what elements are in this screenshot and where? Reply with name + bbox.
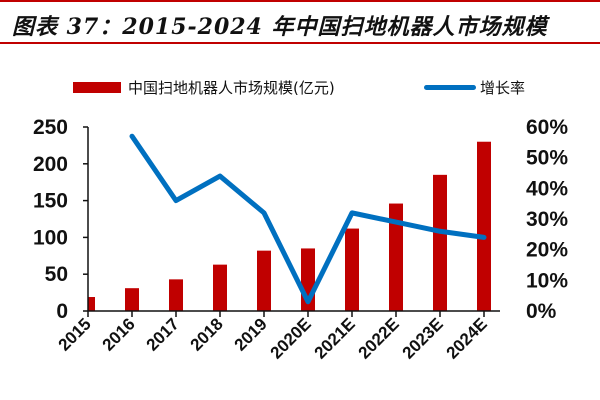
- legend-bar-label: 中国扫地机器人市场规模(亿元): [128, 79, 335, 97]
- bar: [389, 203, 403, 311]
- legend: 中国扫地机器人市场规模(亿元) 增长率: [0, 74, 600, 100]
- legend-line-swatch: [424, 85, 476, 90]
- left-tick-label: 0: [56, 300, 68, 323]
- left-tick-label: 250: [33, 116, 68, 139]
- right-tick-label: 20%: [526, 239, 568, 262]
- right-tick-label: 0%: [526, 300, 557, 323]
- bar: [345, 228, 359, 311]
- bar: [477, 141, 491, 311]
- left-tick-label: 50: [45, 263, 68, 286]
- x-tick-label: 2016: [99, 314, 139, 354]
- bar-series: [88, 141, 491, 311]
- x-axis-labels: 2015 2016 2017 2018 20192020E2021E2022E2023E…: [55, 314, 491, 362]
- right-tick-label: 50%: [526, 147, 568, 170]
- x-axis-ticks: [87, 311, 485, 317]
- bar: [88, 297, 95, 311]
- left-tick-label: 150: [33, 190, 68, 213]
- title-bar: 图表 37：2015-2024 年中国扫地机器人市场规模: [0, 0, 600, 44]
- x-tick-label: 2022E: [355, 314, 403, 362]
- left-tick-label: 200: [33, 153, 68, 176]
- bar: [257, 250, 271, 311]
- right-tick-label: 60%: [526, 116, 568, 139]
- legend-line-label: 增长率: [480, 79, 526, 97]
- right-axis-ticks: 0% 10% 20% 30% 40% 50% 60%: [526, 116, 568, 323]
- legend-bar-swatch: [73, 82, 121, 93]
- right-tick-label: 40%: [526, 177, 568, 200]
- x-tick-label: 2017: [143, 314, 183, 354]
- x-tick-label: 2019: [231, 314, 271, 354]
- left-tick-label: 100: [33, 226, 68, 249]
- growth-rate-line: [129, 133, 487, 305]
- right-tick-label: 10%: [526, 269, 568, 292]
- x-tick-label: 2020E: [267, 314, 315, 362]
- chart-title: 图表 37：2015-2024 年中国扫地机器人市场规模: [12, 14, 548, 40]
- bar: [213, 264, 227, 311]
- bar: [125, 288, 139, 311]
- bar: [433, 174, 447, 311]
- x-tick-label: 2021E: [311, 314, 359, 362]
- x-tick-label: 2023E: [399, 314, 447, 362]
- right-tick-label: 30%: [526, 208, 568, 231]
- bar: [169, 279, 183, 311]
- x-tick-label: 2018: [187, 314, 227, 354]
- left-axis-ticks: 0 50 100 150 200 250: [33, 116, 88, 323]
- x-tick-label: 2024E: [443, 314, 491, 362]
